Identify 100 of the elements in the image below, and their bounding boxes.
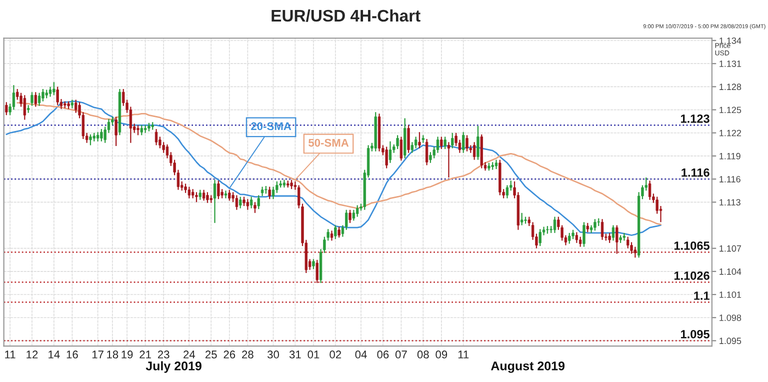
candlestick: [410, 142, 414, 154]
ref-line-label: 1.095: [681, 330, 710, 338]
candlestick: [12, 84, 16, 110]
y-tick-label: 1.134: [720, 37, 742, 44]
candlestick: [246, 198, 250, 210]
candlestick: [257, 194, 260, 210]
candlestick: [213, 179, 216, 224]
candlestick: [52, 82, 56, 96]
ref-line-label: 1.1026: [674, 272, 710, 280]
y-tick-label: 1.128: [720, 84, 742, 90]
x-tick-label: 25: [205, 350, 217, 358]
candlestick: [48, 86, 52, 98]
candlestick: [30, 92, 34, 106]
x-tick-label: 23: [158, 350, 170, 358]
candlestick: [42, 88, 44, 102]
text: August 2019: [490, 361, 565, 373]
y-tick-label: 1.125: [720, 106, 742, 114]
candlestick: [472, 142, 476, 160]
candlestick: [242, 196, 246, 207]
candlestick: [538, 228, 542, 247]
candlestick: [608, 232, 611, 244]
y-tick-label: 1.095: [720, 338, 742, 344]
candlestick: [206, 192, 209, 204]
candlestick: [268, 186, 271, 200]
candlestick: [23, 94, 26, 120]
chart-title: EUR/USD 4H-Chart: [272, 9, 420, 22]
y-tick-label: 1.119: [720, 152, 740, 160]
x-tick-label: 09: [436, 350, 448, 358]
candlestick: [316, 259, 318, 284]
y-tick-label: 1.098: [720, 314, 742, 321]
candlestick: [385, 146, 388, 169]
y-tick-label: 1.131: [720, 60, 742, 67]
candlestick: [586, 222, 589, 233]
y-tick-label: 1.101: [720, 291, 742, 298]
candlestick: [198, 189, 202, 200]
candlestick: [466, 134, 468, 152]
ref-line-label: 1.116: [682, 168, 710, 177]
candlestick: [600, 218, 604, 240]
candlestick: [594, 218, 596, 232]
y-tick-label: 1.113: [720, 199, 740, 206]
candlestick: [338, 226, 340, 238]
ref-line-label: 1.123: [681, 114, 710, 123]
candlestick: [114, 116, 118, 147]
candlestick: [400, 136, 403, 162]
x-tick-label: 28: [242, 350, 254, 358]
x-tick-label: 17: [92, 350, 104, 358]
x-tick-label: 11: [458, 350, 469, 358]
candlestick: [56, 86, 59, 106]
candlestick: [89, 134, 92, 146]
candlestick: [136, 124, 140, 136]
candlestick: [494, 159, 498, 170]
x-tick-label: 24: [184, 350, 196, 358]
x-tick-label: 11: [5, 350, 16, 358]
y-tick-label: 1.107: [720, 245, 742, 252]
candlestick: [100, 128, 103, 142]
x-tick-label: 18: [107, 350, 118, 358]
candlestick: [356, 204, 359, 218]
candlestick: [414, 136, 418, 149]
candlestick: [188, 186, 191, 199]
candlestick: [634, 246, 637, 258]
x-tick-label: 12: [26, 350, 38, 358]
candlestick: [330, 230, 334, 242]
candlestick: [648, 180, 652, 200]
x-tick-label: 06: [377, 350, 389, 358]
y-tick-label: 1.104: [720, 268, 742, 275]
candlestick: [528, 216, 530, 227]
candlestick: [388, 140, 392, 164]
candlestick: [425, 138, 428, 166]
x-tick-label: 04: [355, 350, 367, 358]
candlestick: [436, 136, 440, 154]
y-tick-label: 1.122: [720, 130, 742, 136]
candlestick: [96, 132, 100, 142]
x-tick-label: 02: [330, 350, 342, 358]
candlestick: [418, 132, 421, 149]
candlestick: [582, 222, 586, 248]
ref-line-label: 1.1: [694, 292, 710, 300]
text: 20-SMA: [251, 122, 292, 130]
candlestick: [312, 258, 315, 270]
candlestick: [34, 92, 37, 108]
candlestick: [352, 209, 356, 222]
candlestick: [191, 188, 194, 199]
candlestick: [195, 192, 198, 203]
candlestick: [572, 229, 574, 240]
candlestick: [444, 136, 446, 150]
x-tick-label: 01: [308, 350, 320, 358]
candlestick: [520, 212, 524, 226]
candlestick: [154, 128, 158, 146]
candlestick: [202, 189, 206, 202]
x-tick-label: 26: [224, 350, 236, 358]
candlestick: [166, 144, 169, 159]
candlestick: [217, 180, 220, 200]
candlestick: [616, 224, 618, 254]
candlestick: [272, 186, 275, 200]
candlestick: [578, 236, 582, 248]
x-tick-label: 30: [268, 350, 280, 358]
candlestick: [239, 196, 242, 209]
x-tick-label: 21: [140, 350, 151, 358]
x-tick-label: 19: [122, 350, 133, 358]
candlestick: [476, 125, 480, 160]
y-tick-label: 1.116: [720, 176, 740, 182]
